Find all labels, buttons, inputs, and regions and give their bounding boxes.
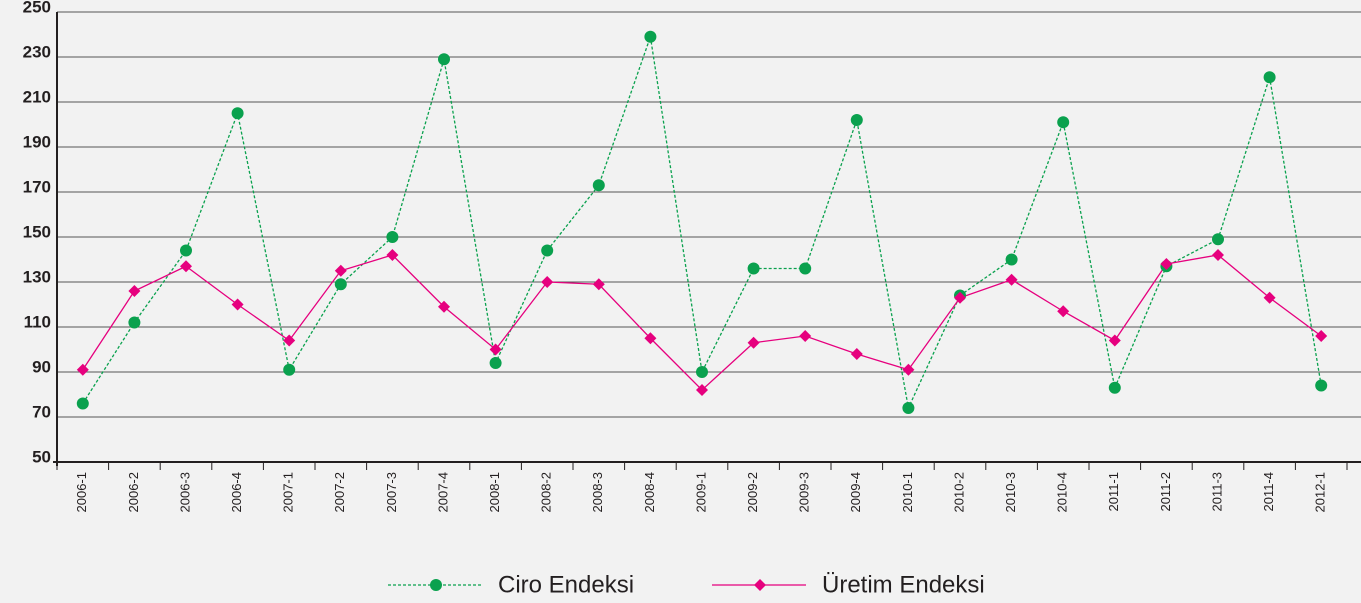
y-tick-label: 70 xyxy=(32,402,51,421)
data-point xyxy=(850,114,863,126)
data-point xyxy=(541,276,554,288)
x-tick-label: 2012-1 xyxy=(1313,472,1328,512)
legend-marker xyxy=(754,579,766,591)
y-tick-label: 250 xyxy=(23,0,51,16)
data-point xyxy=(799,262,812,275)
data-point xyxy=(1263,71,1276,84)
data-point xyxy=(128,316,141,329)
data-point xyxy=(696,384,708,396)
y-tick-label: 50 xyxy=(32,447,51,466)
x-tick-label: 2010-3 xyxy=(1003,472,1018,512)
data-point xyxy=(1108,334,1121,347)
x-tick-label: 2006-2 xyxy=(126,472,141,512)
data-point xyxy=(850,348,863,360)
x-tick-label: 2010-4 xyxy=(1055,472,1070,512)
data-point xyxy=(954,291,966,304)
data-point xyxy=(489,357,502,369)
data-point xyxy=(334,264,347,277)
x-tick-label: 2007-2 xyxy=(332,472,347,512)
legend-label: Ciro Endeksi xyxy=(498,571,634,598)
data-point xyxy=(747,262,760,275)
y-tick-label: 210 xyxy=(23,87,51,106)
data-point xyxy=(696,366,708,378)
x-tick-label: 2007-3 xyxy=(384,472,399,512)
data-point xyxy=(1057,305,1070,318)
y-tick-label: 150 xyxy=(23,222,51,241)
data-point xyxy=(76,397,89,410)
data-point xyxy=(231,107,244,120)
x-tick-label: 2007-1 xyxy=(281,472,296,512)
data-point xyxy=(1108,381,1121,394)
data-point xyxy=(1212,249,1224,261)
x-tick-label: 2011-2 xyxy=(1158,472,1173,512)
data-point xyxy=(644,30,657,43)
data-point xyxy=(592,278,605,291)
data-point xyxy=(592,179,605,192)
data-point xyxy=(334,278,347,291)
y-tick-label: 130 xyxy=(23,267,51,286)
data-point xyxy=(541,244,554,257)
x-tick-label: 2006-3 xyxy=(177,472,192,512)
x-tick-label: 2009-4 xyxy=(848,472,863,512)
data-point xyxy=(1212,233,1224,246)
x-tick-label: 2008-1 xyxy=(487,472,502,512)
data-point xyxy=(438,53,450,66)
data-point xyxy=(644,332,657,345)
data-point xyxy=(1160,258,1173,270)
data-point xyxy=(283,334,296,347)
data-point xyxy=(1057,116,1070,129)
y-tick-label: 110 xyxy=(24,312,51,331)
x-tick-label: 2006-4 xyxy=(229,472,244,512)
y-tick-label: 90 xyxy=(32,357,51,376)
x-tick-label: 2007-4 xyxy=(435,472,450,512)
data-point xyxy=(1005,253,1018,266)
data-point xyxy=(180,260,192,273)
x-tick-label: 2009-3 xyxy=(797,472,812,512)
x-tick-label: 2010-1 xyxy=(900,472,915,512)
data-point xyxy=(1315,379,1328,392)
data-point xyxy=(283,363,296,376)
x-tick-label: 2009-1 xyxy=(693,472,708,512)
x-tick-label: 2011-3 xyxy=(1209,472,1224,512)
x-tick-label: 2008-4 xyxy=(642,472,657,512)
data-point xyxy=(386,231,399,243)
legend-marker xyxy=(430,579,442,591)
data-point xyxy=(902,363,915,376)
data-point xyxy=(231,298,244,311)
data-point xyxy=(747,336,760,349)
data-point xyxy=(1005,273,1018,286)
data-point xyxy=(489,343,502,356)
data-point xyxy=(76,363,89,376)
data-point xyxy=(128,285,141,297)
data-point xyxy=(180,244,192,257)
x-tick-label: 2008-3 xyxy=(590,472,605,512)
series-line xyxy=(82,36,1322,411)
data-point xyxy=(1315,330,1328,342)
x-tick-label: 2011-1 xyxy=(1106,472,1121,512)
x-tick-label: 2009-2 xyxy=(745,472,760,512)
y-tick-label: 230 xyxy=(23,42,51,61)
y-tick-label: 190 xyxy=(23,132,51,151)
x-tick-label: 2006-1 xyxy=(74,472,89,512)
data-point xyxy=(902,402,915,414)
x-tick-label: 2010-2 xyxy=(951,472,966,512)
data-point xyxy=(438,300,450,313)
data-point xyxy=(799,330,812,342)
legend-label: Üretim Endeksi xyxy=(822,571,985,598)
x-tick-label: 2011-4 xyxy=(1261,472,1276,512)
y-tick-label: 170 xyxy=(23,177,51,196)
data-point xyxy=(386,249,399,261)
data-point xyxy=(1263,291,1276,304)
x-tick-label: 2008-2 xyxy=(539,472,554,512)
